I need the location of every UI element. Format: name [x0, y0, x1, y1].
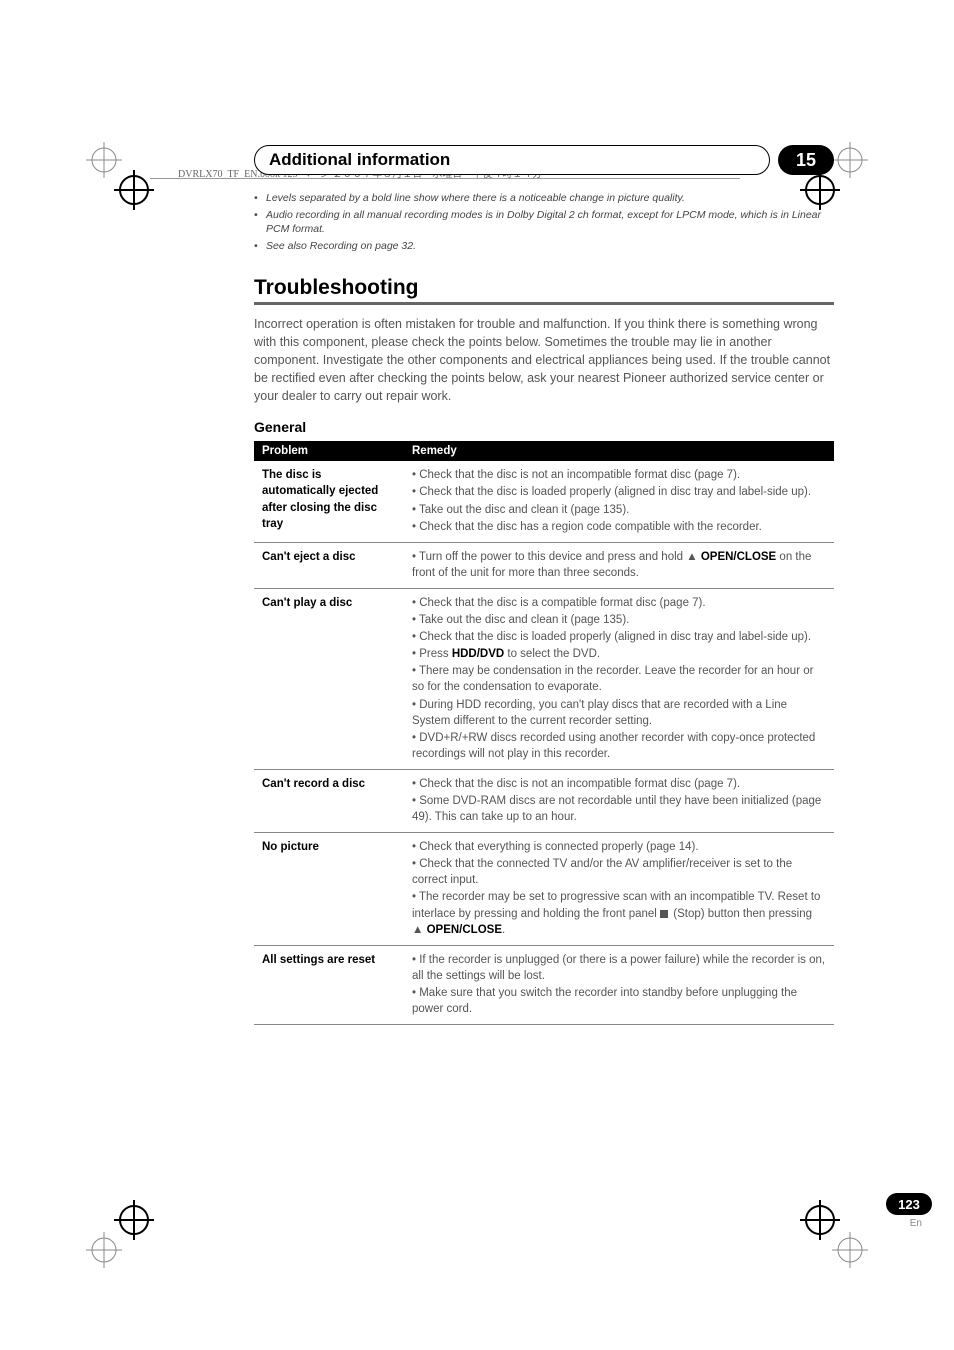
problem-cell: Can't play a disc [254, 588, 404, 769]
remedy-line: • Check that the disc has a region code … [412, 519, 826, 535]
troubleshooting-table: Problem Remedy The disc is automatically… [254, 441, 834, 1025]
remedy-line: • Check that the connected TV and/or the… [412, 856, 826, 888]
table-body: The disc is automatically ejected after … [254, 461, 834, 1024]
section-title: Troubleshooting [254, 276, 834, 305]
section-intro: Incorrect operation is often mistaken fo… [254, 315, 834, 406]
note-text: See also Recording on page 32. [266, 239, 416, 254]
header-notes: •Levels separated by a bold line show wh… [254, 191, 834, 254]
remedy-line: • DVD+R/+RW discs recorded using another… [412, 730, 826, 762]
chapter-header: Additional information 15 [254, 145, 834, 175]
page-content: Additional information 15 •Levels separa… [188, 145, 900, 1025]
table-row: The disc is automatically ejected after … [254, 461, 834, 542]
remedy-cell: • Turn off the power to this device and … [404, 542, 834, 588]
chapter-title: Additional information [254, 145, 770, 175]
remedy-line: • Check that the disc is not an incompat… [412, 467, 826, 483]
remedy-line: • Press HDD/DVD to select the DVD. [412, 646, 826, 662]
remedy-line: • If the recorder is unplugged (or there… [412, 952, 826, 984]
remedy-line: • There may be condensation in the recor… [412, 663, 826, 695]
crop-mark-bottom-right [800, 1200, 870, 1270]
remedy-line: • Make sure that you switch the recorder… [412, 985, 826, 1017]
chapter-number-badge: 15 [778, 145, 834, 175]
remedy-line: • Check that the disc is loaded properly… [412, 484, 826, 500]
remedy-line: • Turn off the power to this device and … [412, 549, 826, 581]
remedy-cell: • Check that the disc is a compatible fo… [404, 588, 834, 769]
remedy-line: • During HDD recording, you can't play d… [412, 697, 826, 729]
remedy-line: • Some DVD-RAM discs are not recordable … [412, 793, 826, 825]
remedy-line: • Check that the disc is a compatible fo… [412, 595, 826, 611]
note-text: Levels separated by a bold line show whe… [266, 191, 685, 206]
table-row: No picture • Check that everything is con… [254, 833, 834, 946]
col-header-problem: Problem [254, 441, 404, 461]
note-text: Audio recording in all manual recording … [266, 208, 834, 237]
crop-mark-bottom-left [84, 1200, 154, 1270]
table-row: Can't play a disc • Check that the disc i… [254, 588, 834, 769]
remedy-line: • Take out the disc and clean it (page 1… [412, 612, 826, 628]
remedy-line: • Check that the disc is loaded properly… [412, 629, 826, 645]
table-row: Can't record a disc • Check that the disc… [254, 769, 834, 832]
subsection-title: General [254, 419, 834, 435]
note-item: •Levels separated by a bold line show wh… [254, 191, 834, 206]
problem-cell: The disc is automatically ejected after … [254, 461, 404, 542]
note-item: •Audio recording in all manual recording… [254, 208, 834, 237]
remedy-cell: • If the recorder is unplugged (or there… [404, 945, 834, 1024]
note-item: •See also Recording on page 32. [254, 239, 834, 254]
problem-cell: All settings are reset [254, 945, 404, 1024]
remedy-line: • Check that the disc is not an incompat… [412, 776, 826, 792]
crop-mark-top-left [84, 140, 154, 210]
page-language: En [910, 1218, 922, 1229]
remedy-line: • Check that everything is connected pro… [412, 839, 826, 855]
table-row: All settings are reset• If the recorder … [254, 945, 834, 1024]
col-header-remedy: Remedy [404, 441, 834, 461]
problem-cell: Can't record a disc [254, 769, 404, 832]
remedy-cell: • Check that the disc is not an incompat… [404, 769, 834, 832]
problem-cell: Can't eject a disc [254, 542, 404, 588]
problem-cell: No picture [254, 833, 404, 946]
remedy-line: • The recorder may be set to progressive… [412, 889, 826, 937]
page-number-badge: 123 [886, 1193, 932, 1215]
remedy-cell: • Check that the disc is not an incompat… [404, 461, 834, 542]
remedy-cell: • Check that everything is connected pro… [404, 833, 834, 946]
table-row: Can't eject a disc• Turn off the power t… [254, 542, 834, 588]
remedy-line: • Take out the disc and clean it (page 1… [412, 502, 826, 518]
